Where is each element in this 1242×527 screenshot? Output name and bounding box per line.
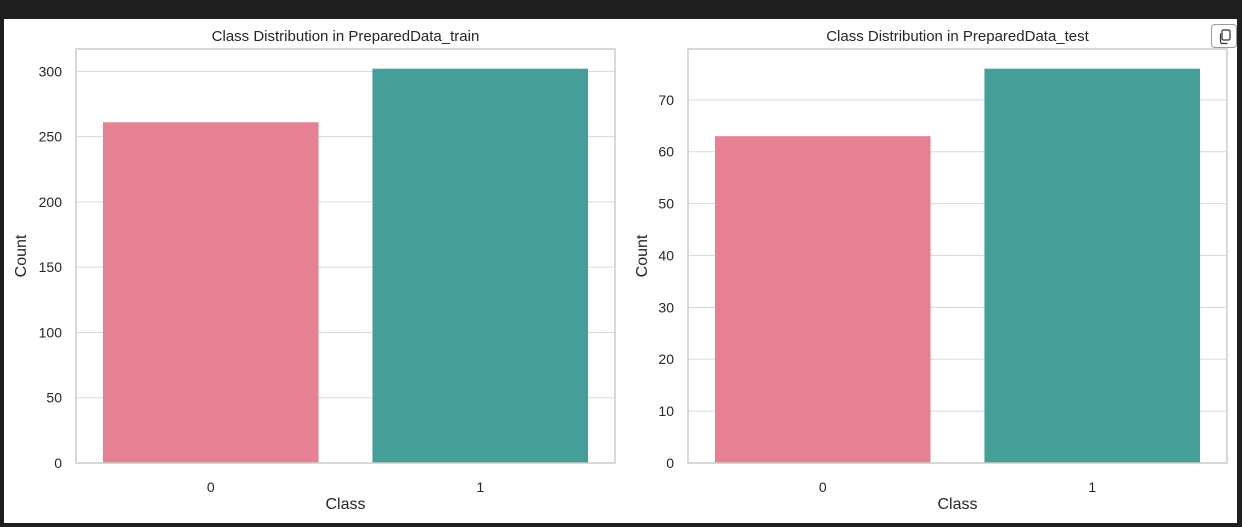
chart-title: Class Distribution in PreparedData_test	[826, 28, 1089, 45]
x-axis-label: Class	[325, 496, 365, 513]
y-tick-label: 40	[658, 247, 674, 263]
y-tick-label: 0	[54, 455, 62, 471]
y-tick-label: 30	[658, 299, 674, 315]
y-tick-label: 150	[39, 259, 63, 275]
train-class-distribution-chart: 0 50 100 150 200 250 300 0 1 Class Distribution i…	[13, 28, 616, 513]
bar-class-1	[372, 68, 589, 463]
y-tick-label: 250	[39, 129, 63, 145]
x-tick-label: 1	[1088, 479, 1096, 495]
y-tick-label: 0	[666, 455, 674, 471]
x-axis-label: Class	[937, 496, 977, 513]
y-tick-label: 50	[46, 390, 62, 406]
bar-class-1	[984, 68, 1201, 463]
chart-title: Class Distribution in PreparedData_train	[212, 28, 480, 45]
test-class-distribution-chart: 0 10 20 30 40 50 60 70 0 1 Class Distribution in P…	[634, 28, 1228, 513]
y-tick-label: 300	[39, 63, 63, 79]
y-tick-label: 10	[658, 403, 674, 419]
x-tick-label: 1	[476, 479, 484, 495]
bar-class-0	[102, 122, 319, 464]
y-tick-label: 200	[39, 194, 63, 210]
x-tick-label: 0	[819, 479, 827, 495]
bar-class-0	[714, 136, 931, 463]
y-axis-label: Count	[13, 234, 30, 277]
x-tick-label: 0	[207, 479, 215, 495]
copy-icon	[1219, 29, 1231, 45]
y-tick-label: 50	[658, 196, 674, 212]
plot-frame	[687, 48, 1228, 464]
copy-button[interactable]	[1211, 24, 1237, 48]
y-tick-label: 60	[658, 144, 674, 160]
y-tick-label: 70	[658, 92, 674, 108]
y-axis-label: Count	[634, 234, 651, 277]
plot-frame	[75, 48, 616, 464]
y-tick-label: 100	[39, 324, 63, 340]
y-tick-label: 20	[658, 351, 674, 367]
